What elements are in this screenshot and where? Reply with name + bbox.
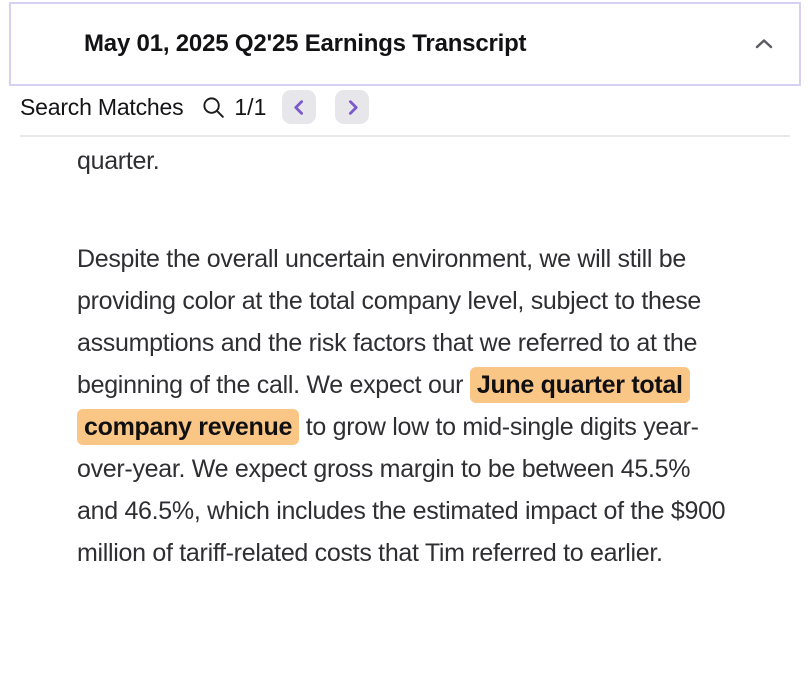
search-matches-label: Search Matches [20,93,184,120]
search-matches-bar: Search Matches 1/1 [20,88,370,126]
chevron-left-icon [291,99,308,116]
transcript-header[interactable]: May 01, 2025 Q2'25 Earnings Transcript [9,2,801,86]
match-counter: 1/1 [234,93,267,120]
paragraph-tail: quarter. [77,147,160,175]
paragraph-main: Despite the overall uncertain environmen… [77,238,737,574]
transcript-body: quarter. Despite the overall uncertain e… [77,140,737,574]
transcript-title: May 01, 2025 Q2'25 Earnings Transcript [84,30,527,57]
divider [20,135,790,137]
chevron-up-icon [752,32,776,56]
previous-match-button[interactable] [282,90,317,124]
paragraph-text-after: to grow low to mid-single digits year-ov… [77,413,726,567]
paragraph-text-before: Despite the overall uncertain environmen… [77,245,702,399]
chevron-right-icon [344,99,361,116]
search-icon [200,94,227,121]
next-match-button[interactable] [335,90,370,124]
collapse-button[interactable] [747,27,781,61]
